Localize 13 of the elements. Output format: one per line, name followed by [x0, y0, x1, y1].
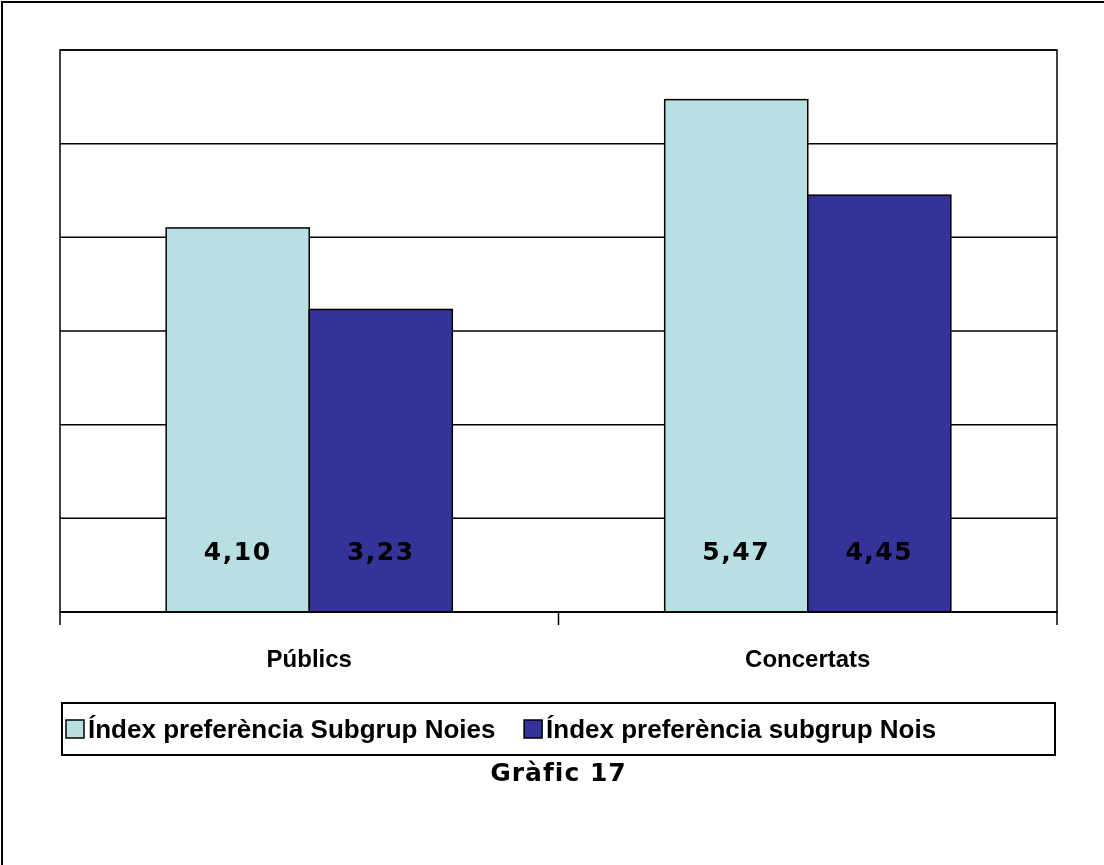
legend-label: Índex preferència subgrup Nois — [546, 714, 937, 744]
bar — [165, 227, 310, 613]
legend-label: Índex preferència Subgrup Noies — [88, 714, 496, 744]
bar — [807, 194, 952, 613]
data-label: 4,45 — [845, 537, 914, 566]
data-label: 5,47 — [702, 537, 771, 566]
data-label: 3,23 — [346, 537, 415, 566]
x-tick-label: Concertats — [745, 645, 871, 672]
text: Gràfic 17 — [490, 758, 627, 787]
data-label: 4,10 — [203, 537, 272, 566]
x-tick-label: Públics — [266, 645, 352, 672]
bar — [308, 308, 454, 613]
bar — [663, 98, 809, 613]
